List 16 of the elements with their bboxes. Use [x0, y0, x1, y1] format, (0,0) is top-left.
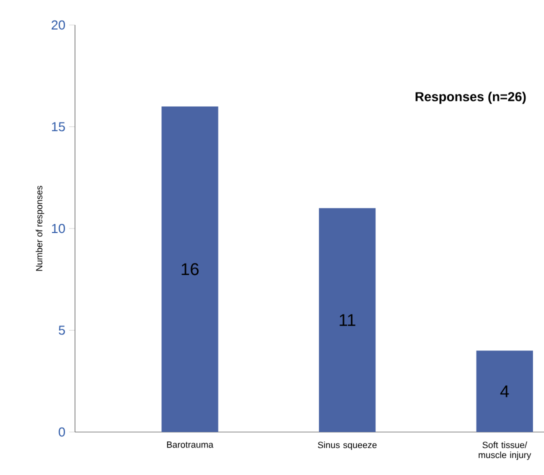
y-axis-title: Number of responses — [36, 186, 44, 271]
data-label: 11 — [340, 314, 356, 326]
y-tick-label: 0 — [58, 427, 65, 437]
bar — [162, 106, 218, 432]
bar — [476, 350, 533, 432]
y-tick-label: 15 — [52, 122, 65, 132]
bar — [318, 208, 376, 432]
data-label: 16 — [182, 263, 199, 276]
x-tick-label: Sinus squeeze — [318, 442, 377, 450]
y-tick-label: 5 — [58, 326, 65, 335]
x-tick-label: Barotrauma — [167, 442, 214, 448]
text: Responses (n=26) — [416, 92, 526, 104]
y-tick-label: 10 — [52, 224, 65, 234]
x-tick-label: Soft tissue/ muscle injury — [478, 442, 532, 460]
y-tick-label: 20 — [52, 20, 65, 30]
data-label: 4 — [500, 385, 509, 398]
